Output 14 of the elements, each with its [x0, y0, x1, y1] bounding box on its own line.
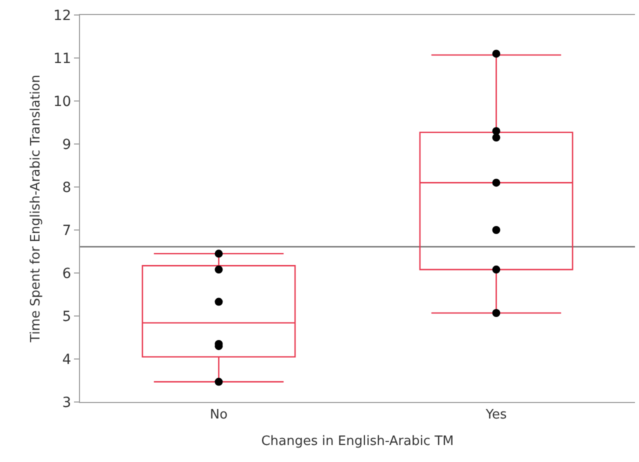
y-tick-label: 11: [53, 50, 72, 67]
y-tick-label: 9: [62, 136, 72, 153]
x-tick-label: Yes: [484, 408, 507, 423]
y-tick-label: 3: [62, 394, 72, 411]
y-tick-label: 7: [62, 222, 72, 239]
y-tick-label: 8: [62, 180, 72, 196]
x-tick-label: No: [210, 408, 228, 423]
y-axis-title: Time Spent for English-Arabic Translation: [28, 74, 44, 344]
x-axis-title: Changes in English-Arabic TM: [261, 434, 454, 450]
y-tick-label: 12: [53, 8, 72, 24]
y-tick-label: 4: [62, 352, 72, 368]
y-tick-label: 6: [62, 266, 72, 282]
y-tick-label: 10: [53, 94, 72, 110]
y-tick-label: 5: [62, 308, 72, 325]
